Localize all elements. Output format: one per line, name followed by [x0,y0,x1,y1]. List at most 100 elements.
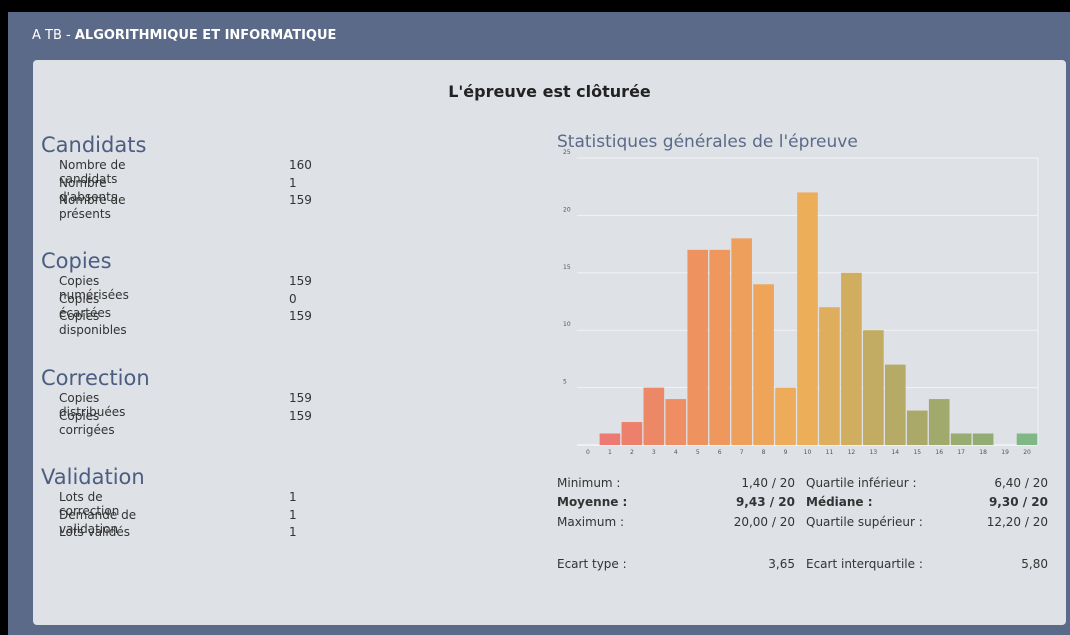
bar [753,284,774,445]
panel: L'épreuve est clôturée Statistiques géné… [33,60,1066,625]
header: A TB - ALGORITHMIQUE ET INFORMATIQUE [32,28,336,43]
x-tick-label: 0 [586,449,590,456]
bar [621,422,643,445]
bar [665,399,687,445]
x-tick-label: 15 [913,449,921,456]
bar [731,238,752,445]
bar [819,307,840,445]
y-tick-label: 20 [563,206,571,213]
header-title: ALGORITHMIQUE ET INFORMATIQUE [74,28,337,43]
info-row: Copies numérisées 159 [41,274,312,302]
stat-text: 1,40 / 20 [741,476,795,490]
info-row: Lots de correction 1 [41,490,297,518]
info-value: 159 [289,391,312,405]
stat-text: 6,40 / 20 [994,476,1048,490]
info-label: Nombre de candidats [59,158,126,186]
stat-text: Quartile supérieur : [806,515,923,529]
x-tick-label: 14 [891,449,899,456]
info-label: Lots validés [59,525,130,539]
bar [906,410,928,445]
info-row: Nombre de candidats 160 [41,158,312,186]
chart-title: Statistiques générales de l'épreuve [557,132,858,152]
info-label: Copies disponibles [59,309,127,337]
info-label: Nombre de présents [59,193,126,221]
section-title: Correction [41,366,150,390]
section: Candidats Nombre de candidats 160 Nombre d'… [41,132,312,221]
bar [972,433,994,445]
info-label: Copies distribuées [59,391,126,419]
header-prefix: A TB - [32,28,71,43]
info-label: Nombre d'absents [59,175,118,204]
x-tick-label: 10 [804,449,812,456]
stat-text: Maximum : [557,515,624,529]
x-tick-label: 16 [935,449,943,456]
stat-text: 9,30 / 20 [988,495,1048,509]
info-value: 1 [289,175,297,190]
stat-text: Moyenne : [557,495,628,509]
info-row: Copies écartées 0 [41,292,297,320]
bar [950,433,972,445]
x-tick-label: 7 [740,449,744,456]
info-value: 160 [289,158,312,172]
section-title: Validation [41,465,145,489]
stat-text: 12,20 / 20 [986,515,1048,529]
info-value: 159 [289,408,312,423]
info-label: Lots de correction [59,490,120,518]
stat-text: 20,00 / 20 [733,515,795,529]
x-tick-label: 11 [826,449,834,456]
x-tick-label: 3 [652,449,656,456]
x-tick-label: 5 [696,449,700,456]
y-tick-label: 15 [563,264,571,271]
bar [841,272,862,445]
bar [687,249,709,445]
section: Validation Lots de correction 1 Demande de … [41,464,297,543]
bar [863,330,884,445]
bar [1016,433,1038,445]
info-row: Copies disponibles 159 [41,309,312,337]
info-value: 0 [289,291,297,306]
bar [928,399,950,445]
stat-text: Quartile inférieur : [806,476,917,490]
info-label: Copies écartées [59,291,111,320]
y-tick-label: 5 [563,379,567,386]
bar [643,387,665,445]
bar [775,387,796,445]
section: Copies Copies numérisées 159 Copies écartée… [41,248,312,337]
stat-text: Ecart type : [557,557,627,571]
info-row: Nombre d'absents 1 [41,176,297,204]
stat-text: Médiane : [806,495,873,509]
info-row: Nombre de présents 159 [41,193,312,221]
info-row: Demande de validation 1 [41,508,297,536]
x-tick-label: 2 [630,449,634,456]
bar [599,433,621,445]
info-value: 159 [289,309,312,323]
info-row: Lots validés 1 [41,525,297,543]
info-row: Copies distribuées 159 [41,391,312,419]
x-tick-label: 19 [1001,449,1009,456]
bar [709,249,731,445]
x-tick-label: 13 [870,449,878,456]
section-title: Copies [41,249,112,273]
y-tick-label: 10 [563,321,571,328]
stat-text: 3,65 [768,557,795,571]
x-tick-label: 17 [957,449,965,456]
chart: Statistiques générales de l'épreuve51015… [557,132,1039,456]
info-value: 1 [289,490,297,504]
x-tick-label: 20 [1023,449,1031,456]
bar [797,192,818,445]
info-value: 159 [289,193,312,207]
status: L'épreuve est clôturée [448,82,651,101]
info-label: Copies numérisées [59,274,129,302]
x-tick-label: 18 [979,449,987,456]
y-tick-label: 25 [563,149,571,156]
section-title: Candidats [41,133,147,157]
section: Correction Copies distribuées 159 Copies co… [41,365,312,437]
x-tick-label: 8 [762,449,766,456]
bar [884,364,906,445]
x-tick-label: 9 [784,449,788,456]
stat-text: 5,80 [1021,557,1048,571]
x-tick-label: 1 [608,449,612,456]
stat-text: 9,43 / 20 [735,495,795,509]
info-label: Demande de validation [59,507,137,536]
